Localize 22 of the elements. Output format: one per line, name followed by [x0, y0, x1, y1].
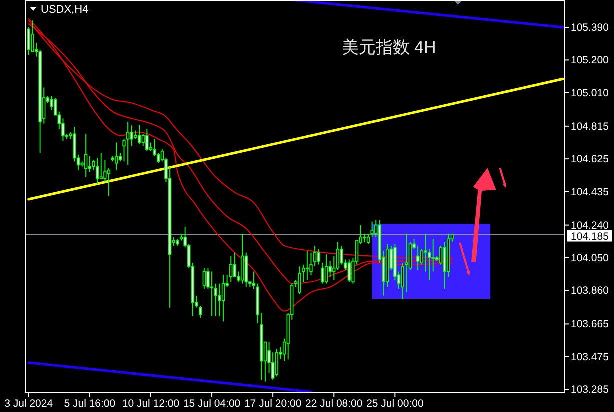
x-tick-label: 10 Jul 12:00: [122, 398, 180, 410]
ref-line-label: 104.185: [571, 230, 610, 243]
y-tick-label: 105.010: [571, 87, 610, 100]
y-tick-label: 104.050: [571, 252, 610, 264]
y-tick-label: 103.665: [571, 318, 610, 331]
y-tick-label: 105.390: [571, 22, 610, 34]
x-tick-label: 5 Jul 16:00: [64, 398, 116, 410]
chart-title: USDX,H4: [41, 4, 89, 16]
y-tick-label: 104.815: [571, 120, 610, 133]
x-tick-label: 25 Jul 00:00: [366, 398, 424, 410]
y-tick-label: 103.285: [571, 384, 610, 396]
y-tick-label: 104.240: [571, 220, 610, 232]
x-tick-label: 17 Jul 20:00: [244, 398, 302, 410]
y-tick-label: 104.625: [571, 154, 610, 166]
annotation: 美元指数 4H: [342, 38, 436, 57]
y-tick-label: 103.475: [571, 351, 610, 364]
x-tick-label: 3 Jul 2024: [4, 398, 54, 410]
x-tick-label: 15 Jul 04:00: [183, 398, 241, 410]
y-tick-label: 103.860: [571, 285, 610, 298]
y-tick-label: 104.435: [571, 186, 610, 198]
y-tick-label: 105.200: [571, 54, 610, 67]
x-tick-label: 22 Jul 08:00: [306, 398, 363, 410]
